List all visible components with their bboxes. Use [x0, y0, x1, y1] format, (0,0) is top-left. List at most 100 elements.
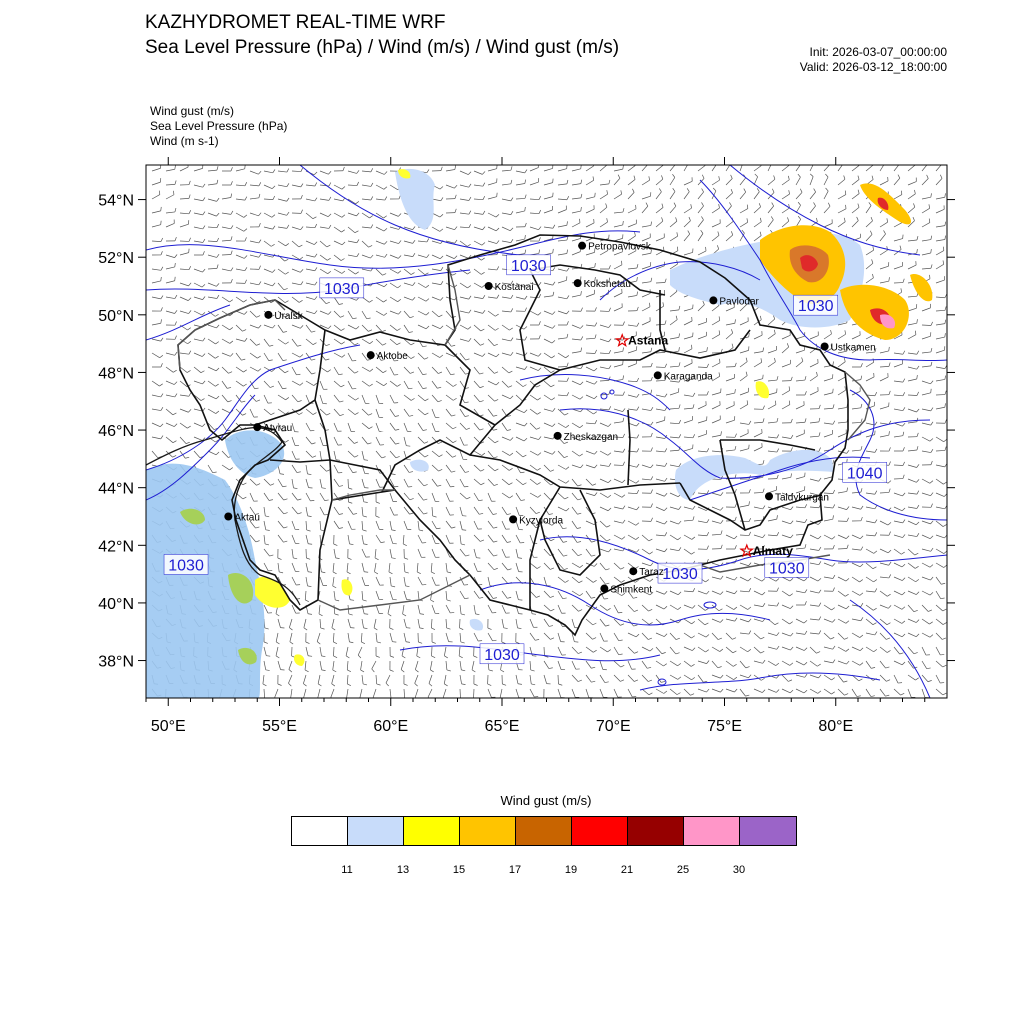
wind-barb	[725, 329, 734, 340]
wind-barb	[487, 408, 498, 417]
wind-barb	[431, 366, 443, 374]
wind-barb	[277, 506, 288, 515]
wind-barb	[529, 590, 541, 598]
wind-barb	[473, 210, 486, 215]
wind-barb	[921, 503, 933, 508]
wind-barb	[291, 464, 301, 473]
wind-barb	[235, 196, 248, 201]
wind-barb	[263, 520, 270, 531]
wind-barb	[627, 188, 635, 200]
wind-barb	[627, 520, 640, 526]
wind-barb	[599, 406, 612, 411]
wind-barb	[361, 534, 368, 545]
lat-label: 50°N	[98, 308, 134, 325]
wind-barb	[865, 202, 872, 214]
wind-barb	[529, 165, 539, 172]
wind-barb	[375, 604, 384, 614]
wind-barb	[375, 282, 388, 288]
wind-barb	[151, 237, 164, 242]
wind-barb	[305, 281, 318, 286]
wind-barb	[809, 688, 822, 694]
wind-barb	[235, 279, 247, 284]
wind-barb	[487, 212, 500, 218]
wind-barb	[669, 618, 682, 624]
wind-barb	[613, 408, 626, 412]
wind-barb	[291, 506, 302, 515]
wind-barb	[431, 226, 444, 232]
wind-barb	[459, 170, 472, 175]
region-15	[719, 439, 746, 531]
wind-barb	[627, 534, 640, 540]
wind-barb	[291, 380, 304, 386]
wind-barb	[431, 436, 443, 444]
wind-barb	[291, 604, 300, 614]
region-13	[679, 482, 823, 531]
wind-barb	[305, 576, 312, 588]
wind-barb	[165, 321, 177, 326]
wind-barb	[179, 408, 192, 413]
city-petropavlovsk: Petropavlovsk	[578, 241, 652, 253]
wind-barb	[921, 421, 934, 426]
wind-barb	[851, 488, 863, 494]
wind-barb	[641, 432, 653, 438]
colorbar	[291, 816, 797, 846]
wind-barb	[529, 209, 542, 215]
colorbar-swatch	[740, 817, 796, 845]
wind-barb	[935, 604, 947, 612]
wind-barb	[291, 534, 300, 544]
wind-barb	[289, 618, 293, 631]
wind-barb	[921, 388, 932, 396]
wind-barb	[669, 419, 682, 425]
wind-barb	[403, 310, 414, 319]
wind-barb	[823, 420, 836, 425]
wind-barb	[725, 489, 737, 494]
wind-barb	[375, 226, 388, 232]
wind-barb	[781, 217, 790, 228]
wind-barb	[305, 310, 318, 315]
gust-top-blue	[395, 168, 435, 230]
wind-barb	[571, 193, 583, 200]
wind-barb	[543, 464, 555, 472]
wind-barb	[739, 618, 752, 623]
wind-barb	[403, 548, 409, 560]
wind-barb	[599, 562, 610, 571]
wind-barb	[823, 388, 834, 396]
wind-barb	[529, 249, 540, 256]
wind-barb	[879, 660, 890, 669]
wind-barb	[445, 366, 455, 376]
wind-barb	[739, 174, 746, 186]
wind-barb	[501, 308, 514, 313]
wind-barb	[935, 205, 945, 214]
wind-barb	[907, 590, 920, 595]
colorbar-label: 11	[341, 864, 353, 876]
wind-barb	[305, 632, 310, 644]
wind-barb	[669, 404, 681, 410]
wind-barb	[375, 196, 388, 201]
wind-barb	[865, 421, 878, 426]
wind-barb	[319, 268, 332, 274]
wind-barb	[487, 266, 500, 271]
wind-barb	[753, 217, 762, 228]
wind-barb	[725, 632, 737, 640]
wind-barb	[515, 206, 526, 214]
wind-barb	[585, 674, 596, 683]
wind-barb	[459, 688, 462, 698]
wind-barb	[599, 534, 611, 542]
wind-barb	[697, 559, 709, 564]
wind-barb	[235, 165, 246, 172]
wind-barb	[207, 394, 220, 400]
wind-barb	[725, 433, 737, 438]
wind-barb	[389, 195, 401, 200]
wind-barb	[417, 534, 427, 544]
region-1	[314, 329, 333, 501]
wind-barb	[347, 520, 356, 530]
wind-barb	[935, 319, 947, 326]
wind-barb	[809, 561, 822, 566]
wind-barb	[585, 165, 594, 172]
wind-barb	[459, 576, 469, 586]
wind-barb	[781, 576, 794, 582]
wind-barb	[487, 294, 500, 299]
wind-barb	[179, 392, 192, 397]
wind-barb	[557, 534, 568, 543]
wind-barb	[473, 562, 482, 572]
